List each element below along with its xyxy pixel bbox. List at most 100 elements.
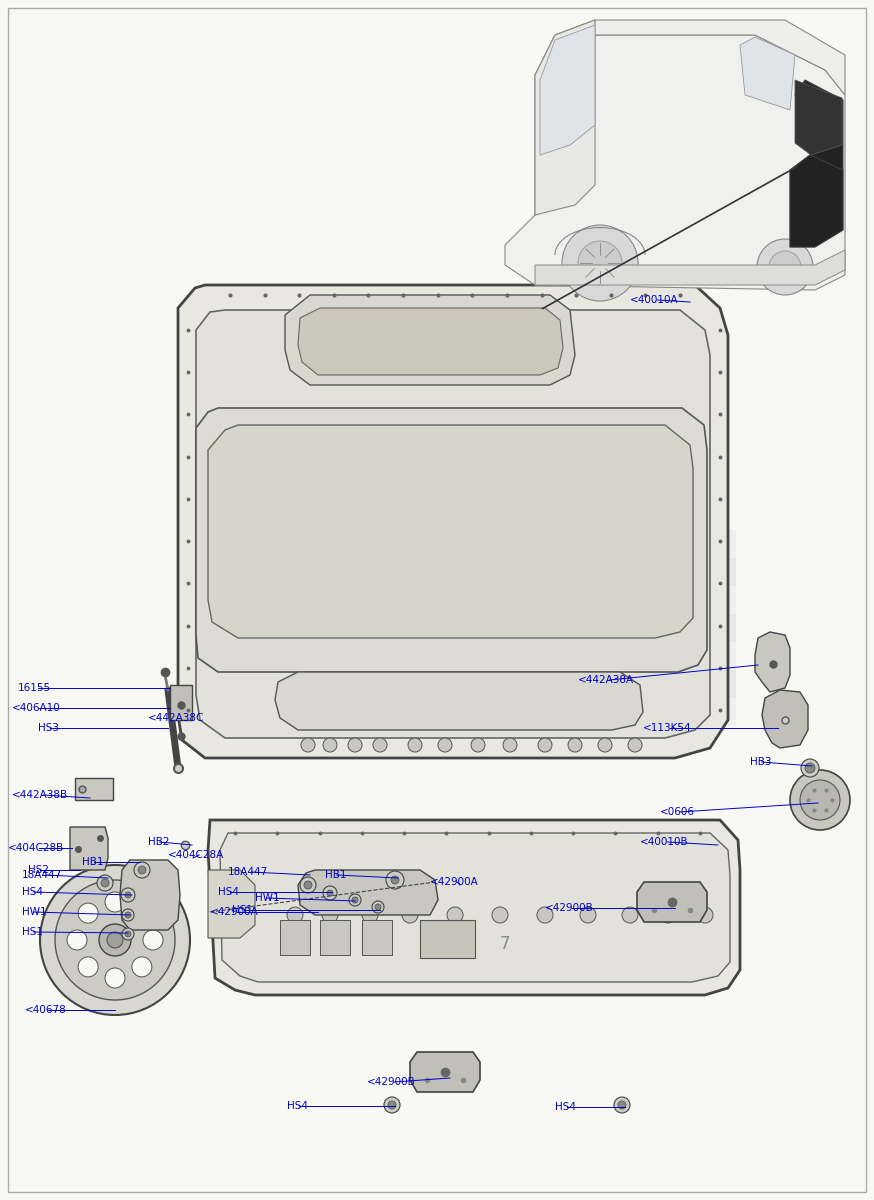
Text: <442A38B: <442A38B xyxy=(12,790,68,800)
Circle shape xyxy=(78,956,98,977)
Bar xyxy=(170,685,192,720)
Circle shape xyxy=(622,907,638,923)
Bar xyxy=(320,920,350,955)
Bar xyxy=(624,558,652,586)
Bar xyxy=(652,530,680,558)
Circle shape xyxy=(55,880,175,1000)
Bar xyxy=(708,530,736,558)
Bar xyxy=(540,642,568,670)
Bar xyxy=(596,698,624,726)
Circle shape xyxy=(471,738,485,752)
Circle shape xyxy=(105,892,125,912)
Bar xyxy=(652,670,680,698)
Text: <0606: <0606 xyxy=(660,806,695,817)
Bar xyxy=(680,642,708,670)
Bar xyxy=(280,920,310,955)
Text: <442A38A: <442A38A xyxy=(578,674,635,685)
Polygon shape xyxy=(762,690,808,748)
Text: 16155: 16155 xyxy=(18,683,51,692)
Bar xyxy=(540,670,568,698)
Polygon shape xyxy=(178,284,728,758)
Circle shape xyxy=(122,928,134,940)
Circle shape xyxy=(578,241,622,284)
Text: HB1: HB1 xyxy=(325,870,346,880)
Text: <406A10: <406A10 xyxy=(12,703,61,713)
Polygon shape xyxy=(298,308,563,374)
Polygon shape xyxy=(535,20,595,215)
Circle shape xyxy=(132,956,152,977)
Text: HB3: HB3 xyxy=(750,757,772,767)
Circle shape xyxy=(660,907,676,923)
Bar xyxy=(596,558,624,586)
Circle shape xyxy=(402,907,418,923)
Bar xyxy=(568,586,596,614)
Circle shape xyxy=(287,907,303,923)
Circle shape xyxy=(805,763,815,773)
Circle shape xyxy=(300,877,316,893)
Polygon shape xyxy=(120,860,180,930)
Circle shape xyxy=(568,738,582,752)
Circle shape xyxy=(327,890,333,896)
Bar xyxy=(596,586,624,614)
Bar xyxy=(568,614,596,642)
Bar xyxy=(708,698,736,726)
Bar xyxy=(624,586,652,614)
Bar xyxy=(420,920,475,958)
Bar xyxy=(680,586,708,614)
Circle shape xyxy=(618,1102,626,1109)
Circle shape xyxy=(101,878,109,887)
Circle shape xyxy=(391,876,399,884)
Bar xyxy=(708,586,736,614)
Circle shape xyxy=(614,1097,630,1114)
Polygon shape xyxy=(208,820,740,995)
Text: Scuderia: Scuderia xyxy=(226,552,514,608)
Circle shape xyxy=(125,892,131,898)
Bar xyxy=(708,642,736,670)
Polygon shape xyxy=(790,80,843,247)
Circle shape xyxy=(134,862,150,878)
Text: HB2: HB2 xyxy=(148,838,170,847)
Bar xyxy=(680,670,708,698)
Circle shape xyxy=(388,1102,396,1109)
Circle shape xyxy=(301,738,315,752)
Polygon shape xyxy=(410,1052,480,1092)
Polygon shape xyxy=(285,295,575,385)
Text: Parts: Parts xyxy=(297,606,443,654)
Polygon shape xyxy=(795,80,842,155)
Text: HS1: HS1 xyxy=(22,926,43,937)
Text: HS4: HS4 xyxy=(218,887,239,898)
Bar xyxy=(540,558,568,586)
Circle shape xyxy=(537,907,553,923)
Text: <42900A: <42900A xyxy=(430,877,479,887)
Circle shape xyxy=(322,907,338,923)
Polygon shape xyxy=(196,310,710,738)
Circle shape xyxy=(125,912,131,918)
Bar xyxy=(596,670,624,698)
Text: 18A447: 18A447 xyxy=(228,866,268,877)
Polygon shape xyxy=(208,425,693,638)
Circle shape xyxy=(492,907,508,923)
Circle shape xyxy=(438,738,452,752)
Bar xyxy=(568,698,596,726)
Polygon shape xyxy=(505,35,845,290)
Text: <42900B: <42900B xyxy=(367,1078,416,1087)
Bar xyxy=(624,614,652,642)
Polygon shape xyxy=(540,25,595,155)
Polygon shape xyxy=(535,20,845,95)
Circle shape xyxy=(352,898,358,902)
Bar xyxy=(680,614,708,642)
Text: HS4: HS4 xyxy=(22,887,43,898)
Circle shape xyxy=(790,770,850,830)
Circle shape xyxy=(362,907,378,923)
Text: HS3: HS3 xyxy=(38,722,59,733)
Circle shape xyxy=(375,904,381,910)
Polygon shape xyxy=(740,37,795,110)
Bar xyxy=(652,586,680,614)
Circle shape xyxy=(78,904,98,923)
Text: 18A447: 18A447 xyxy=(22,870,62,880)
Bar xyxy=(624,642,652,670)
Text: HS4: HS4 xyxy=(555,1102,576,1112)
Circle shape xyxy=(628,738,642,752)
Bar xyxy=(624,698,652,726)
Polygon shape xyxy=(275,672,643,730)
